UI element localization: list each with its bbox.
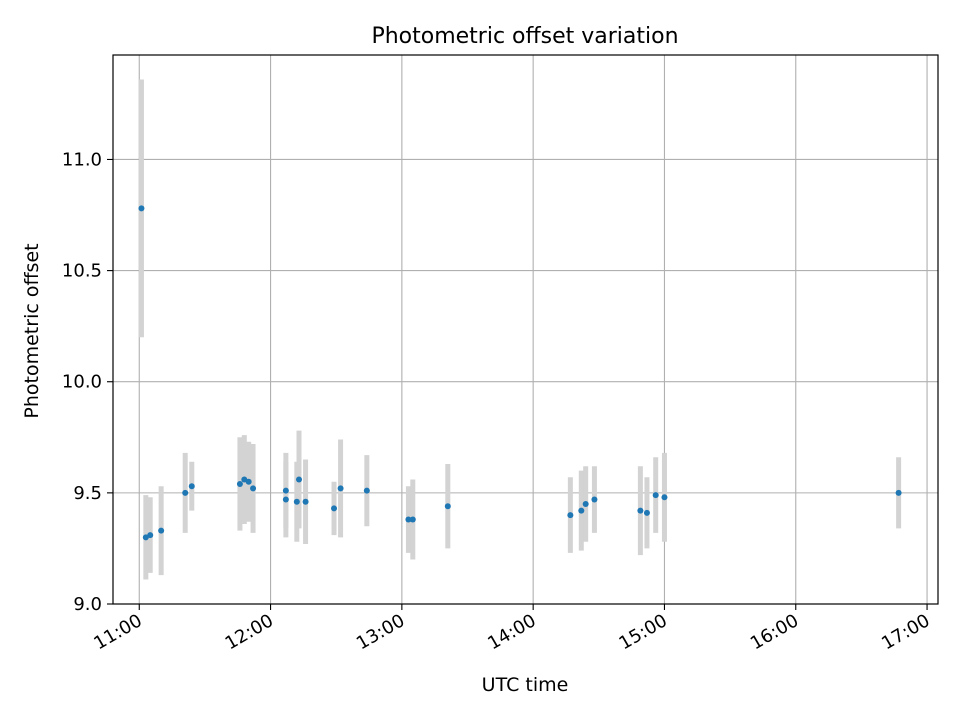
data-point <box>282 487 289 494</box>
y-axis-label: Photometric offset <box>21 243 43 418</box>
y-tick-label: 11.0 <box>62 149 102 170</box>
data-point <box>293 498 300 505</box>
data-point <box>147 532 154 539</box>
grid-lines <box>113 55 938 605</box>
data-point <box>245 478 252 485</box>
data-point <box>637 507 644 514</box>
data-point <box>337 485 344 492</box>
data-point <box>591 496 598 503</box>
data-points <box>138 205 902 541</box>
y-tick-label: 9.0 <box>73 594 102 615</box>
data-point <box>296 476 303 483</box>
data-point <box>182 489 189 496</box>
data-point <box>158 527 165 534</box>
data-point <box>331 505 338 512</box>
plot-frame <box>112 54 939 605</box>
data-point <box>643 509 650 516</box>
data-point <box>302 498 309 505</box>
data-point <box>138 205 145 212</box>
chart-title: Photometric offset variation <box>371 24 678 49</box>
data-point <box>363 487 370 494</box>
data-point <box>409 516 416 523</box>
data-point <box>895 489 902 496</box>
data-point <box>567 512 574 519</box>
y-tick-label: 9.5 <box>73 483 102 504</box>
data-point <box>188 483 195 490</box>
data-point <box>652 492 659 499</box>
data-point <box>578 507 585 514</box>
y-axis-ticks: 9.0 9.5 10.0 10.5 11.0 <box>62 149 113 615</box>
data-point <box>282 496 289 503</box>
data-point <box>250 485 257 492</box>
x-axis-label: UTC time <box>482 674 569 696</box>
data-point <box>236 480 243 487</box>
data-point <box>405 516 412 523</box>
data-point <box>444 503 451 510</box>
data-point <box>582 500 589 507</box>
y-tick-label: 10.5 <box>62 261 102 282</box>
data-point <box>661 494 668 501</box>
y-tick-label: 10.0 <box>62 372 102 393</box>
